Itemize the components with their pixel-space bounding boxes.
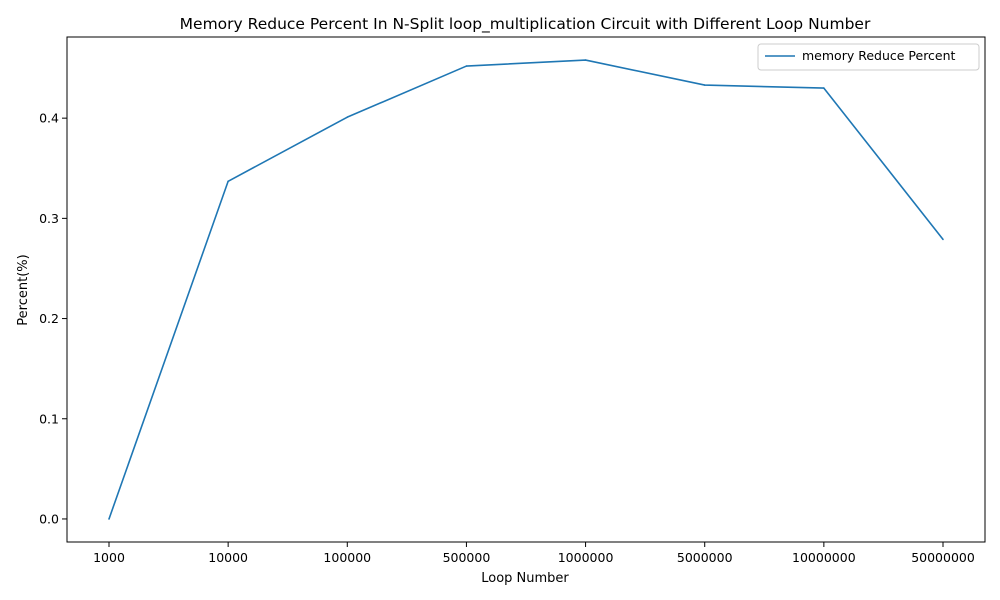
y-tick-label: 0.1 bbox=[39, 411, 59, 426]
x-axis: 1000 10000 100000 500000 1000000 5000000 10000… bbox=[93, 542, 975, 565]
x-tick-label: 50000000 bbox=[911, 550, 975, 565]
data-point bbox=[227, 180, 229, 183]
x-tick-label: 10000 bbox=[208, 550, 248, 565]
y-tick-label: 0.2 bbox=[39, 311, 59, 326]
x-tick-label: 10000000 bbox=[792, 550, 856, 565]
legend: memory Reduce Percent bbox=[757, 43, 980, 71]
data-point bbox=[346, 116, 349, 118]
data-point bbox=[942, 238, 944, 241]
legend-box bbox=[757, 43, 980, 71]
series-group bbox=[108, 59, 944, 520]
y-tick-label: 0.0 bbox=[39, 511, 59, 526]
x-tick-label: 1000 bbox=[93, 550, 125, 565]
x-tick-label: 100000 bbox=[323, 550, 371, 565]
plot-frame bbox=[66, 36, 986, 543]
y-tick-label: 0.3 bbox=[39, 211, 59, 226]
chart-title: Memory Reduce Percent In N-Split loop_mu… bbox=[180, 15, 871, 34]
data-point bbox=[465, 65, 468, 67]
x-axis-label: Loop Number bbox=[481, 571, 569, 586]
x-tick-label: 1000000 bbox=[558, 550, 614, 565]
x-tick-label: 5000000 bbox=[677, 550, 733, 565]
y-axis-label: Percent(%) bbox=[16, 254, 31, 325]
x-tick-label: 500000 bbox=[443, 550, 491, 565]
plot-area: 0.00.10.20.30.4 1000 10000 100000 500000 100… bbox=[39, 36, 986, 565]
data-point bbox=[584, 59, 587, 61]
legend-label: memory Reduce Percent bbox=[802, 48, 956, 63]
y-axis: 0.0 0.1 0.2 0.3 0.4 bbox=[39, 111, 67, 526]
data-point bbox=[703, 84, 706, 86]
data-point bbox=[108, 518, 110, 520]
series-line bbox=[108, 59, 944, 520]
y-tick-label: 0.4 bbox=[39, 111, 59, 126]
data-point bbox=[823, 87, 825, 89]
